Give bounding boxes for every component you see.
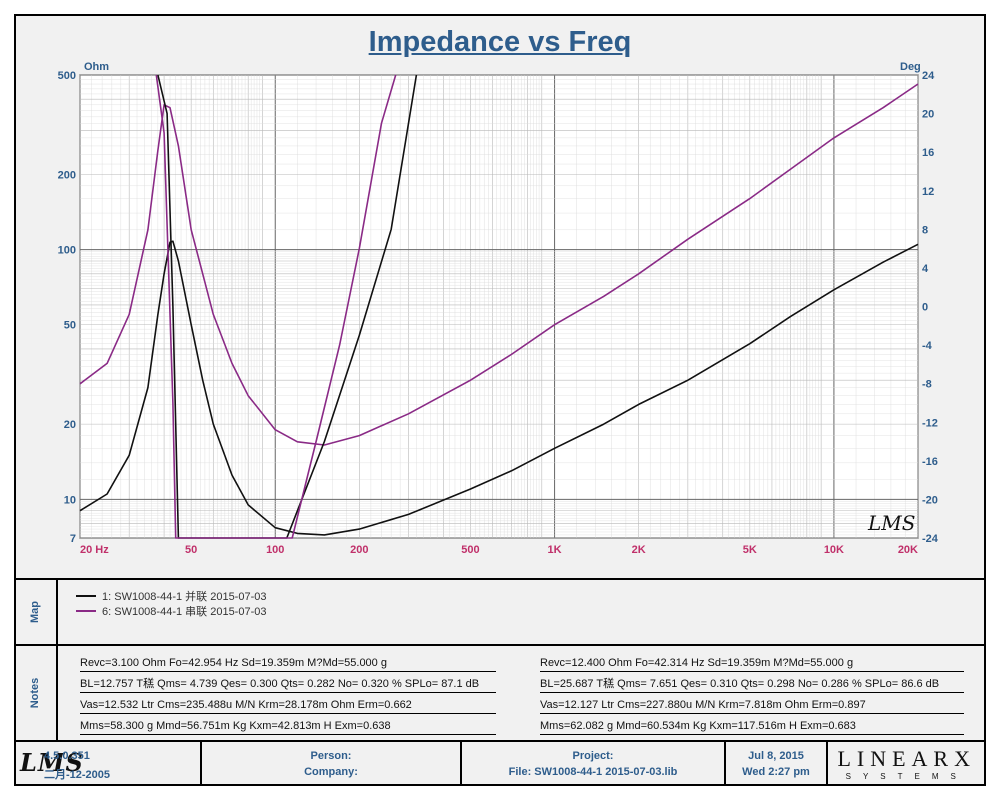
series-line-4: [155, 74, 397, 539]
date: Jul 8, 2015: [748, 750, 804, 762]
series-group: [79, 74, 919, 539]
x-tick-label: 5K: [743, 544, 757, 556]
company-label: Company:: [304, 766, 358, 778]
person-label: Person:: [310, 750, 352, 762]
x-tick-label: 200: [350, 544, 368, 556]
x-tick-label: 100: [266, 544, 284, 556]
y-right-tick-label: 24: [922, 70, 935, 82]
tick-labels: 20 Hz 50 100 200 500 1K 2K 5K 10K 20K500200100502…: [58, 70, 939, 556]
impedance-chart: 20 Hz 50 100 200 500 1K 2K 5K 10K 20K500200100502…: [58, 61, 939, 556]
x-tick-label: 10K: [824, 544, 844, 556]
footer-version-cell: LMS 4.5.0.351 二月-12-2005: [14, 742, 202, 786]
y-right-tick-label: -20: [922, 494, 938, 506]
note-line: BL=12.757 T䅵 Qms= 4.739 Qes= 0.300 Qts= …: [80, 677, 496, 693]
time: Wed 2:27 pm: [742, 766, 810, 778]
notes-side-label: Notes: [14, 646, 58, 740]
legend-swatch: [76, 610, 96, 612]
note-line: Vas=12.532 Ltr Cms=235.488u M/N Krm=28.1…: [80, 698, 496, 714]
y-right-tick-label: -12: [922, 417, 938, 429]
legend-label: 6: SW1008-44-1 串联 2015-07-03: [102, 606, 267, 618]
y-left-tick-label: 200: [58, 169, 76, 181]
note-line: Mms=58.300 g Mmd=56.751m Kg Kxm=42.813m …: [80, 719, 496, 735]
footer-date-cell: Jul 8, 2015 Wed 2:27 pm: [726, 742, 828, 786]
series-line-2: [79, 83, 919, 446]
note-line: Revc=3.100 Ohm Fo=42.954 Hz Sd=19.359m M…: [80, 656, 496, 672]
linearx-logo: LINEARX SYSTEMS: [837, 746, 976, 781]
note-line: Revc=12.400 Ohm Fo=42.314 Hz Sd=19.359m …: [540, 656, 964, 672]
notes-panel: Notes Revc=3.100 Ohm Fo=42.954 Hz Sd=19.…: [14, 646, 986, 742]
y-right-tick-label: 16: [922, 147, 934, 159]
y-left-tick-label: 7: [70, 533, 76, 545]
x-tick-label: 1K: [548, 544, 562, 556]
map-label: Map: [29, 601, 41, 623]
y-right-tick-label: -24: [922, 533, 939, 545]
x-tick-label: 2K: [632, 544, 646, 556]
map-side-label: Map: [14, 580, 58, 644]
footer-person-cell: Person: Company:: [202, 742, 462, 786]
y-left-tick-label: 20: [64, 419, 76, 431]
y-right-tick-label: 12: [922, 186, 934, 198]
series-line-1: [79, 240, 919, 536]
y-left-tick-label: 100: [58, 245, 76, 257]
left-axis-unit: Ohm: [84, 61, 109, 73]
footer-project-cell: Project: File: SW1008-44-1 2015-07-03.li…: [462, 742, 726, 786]
project-label: Project:: [572, 750, 614, 762]
version: 4.5.0.351: [44, 750, 90, 762]
legend-item[interactable]: 1: SW1008-44-1 并联 2015-07-03: [76, 588, 266, 604]
map-panel: Map 1: SW1008-44-1 并联 2015-07-03 6: SW10…: [14, 580, 986, 646]
brand-big: LINEARX: [837, 746, 976, 771]
lms-watermark: LMS: [867, 511, 915, 535]
legend-item[interactable]: 6: SW1008-44-1 串联 2015-07-03: [76, 603, 266, 619]
y-left-tick-label: 50: [64, 320, 76, 332]
legend-label: 1: SW1008-44-1 并联 2015-07-03: [102, 591, 267, 603]
y-right-tick-label: 20: [922, 109, 934, 121]
y-right-tick-label: -4: [922, 340, 933, 352]
footer: LMS 4.5.0.351 二月-12-2005 Person: Company…: [14, 742, 986, 786]
legend-swatch: [76, 595, 96, 597]
y-right-tick-label: -16: [922, 456, 938, 468]
y-left-tick-label: 500: [58, 70, 76, 82]
y-right-tick-label: 4: [922, 263, 929, 275]
plot-area: [79, 74, 919, 539]
file-label: File: SW1008-44-1 2015-07-03.lib: [508, 766, 678, 778]
x-tick-label: 20 Hz: [80, 544, 109, 556]
version-date: 二月-12-2005: [44, 769, 111, 781]
note-line: Mms=62.082 g Mmd=60.534m Kg Kxm=117.516m…: [540, 719, 964, 735]
y-right-tick-label: -8: [922, 379, 932, 391]
x-tick-label: 500: [461, 544, 479, 556]
notes-label: Notes: [29, 677, 41, 709]
brand-small: SYSTEMS: [845, 772, 968, 781]
note-line: Vas=12.127 Ltr Cms=227.880u M/N Krm=7.81…: [540, 698, 964, 714]
lms-logo: LMS: [20, 748, 84, 777]
chart-title: Impedance vs Freq: [368, 26, 632, 58]
x-tick-label: 50: [185, 544, 197, 556]
note-line: BL=25.687 T䅵 Qms= 7.651 Qes= 0.310 Qts= …: [540, 677, 964, 693]
right-axis-unit: Deg: [900, 61, 921, 73]
grid: [79, 74, 919, 539]
x-tick-label: 20K: [898, 544, 918, 556]
chart-panel: [14, 14, 986, 580]
y-right-tick-label: 8: [922, 224, 928, 236]
y-left-tick-label: 10: [64, 494, 76, 506]
y-right-tick-label: 0: [922, 302, 928, 314]
